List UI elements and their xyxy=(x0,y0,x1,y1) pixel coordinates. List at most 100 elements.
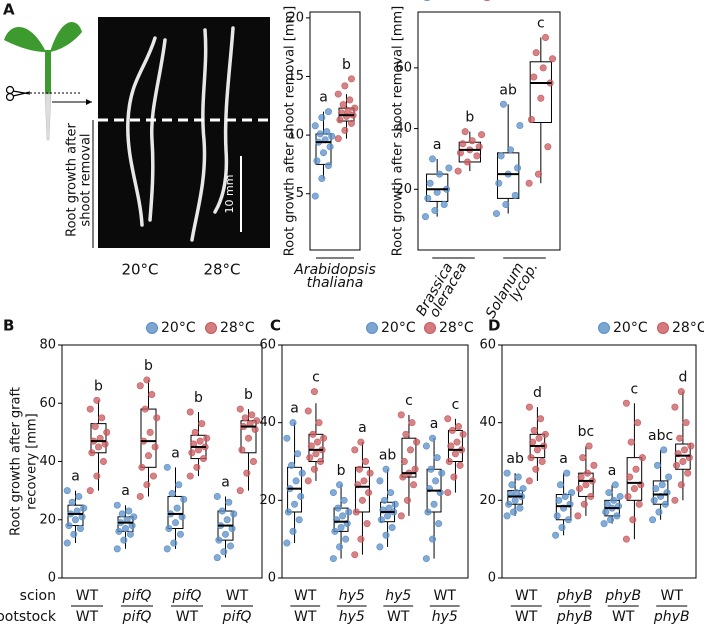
data-point xyxy=(450,473,458,481)
data-point xyxy=(163,545,171,553)
box xyxy=(90,423,107,454)
data-point xyxy=(564,516,572,524)
data-point xyxy=(671,496,679,504)
data-point xyxy=(602,508,610,516)
data-point xyxy=(309,430,317,438)
data-point xyxy=(225,498,233,506)
data-point xyxy=(324,162,332,170)
data-point xyxy=(687,442,695,450)
legend-label: 20°C xyxy=(381,320,416,336)
data-point xyxy=(555,496,563,504)
data-point xyxy=(213,554,221,562)
data-point xyxy=(355,465,363,473)
data-point xyxy=(529,438,537,446)
data-point xyxy=(93,472,101,480)
data-point xyxy=(360,477,368,485)
data-point xyxy=(196,437,204,445)
data-point xyxy=(454,167,462,175)
legend-swatch xyxy=(423,0,431,1)
box xyxy=(497,152,520,199)
scion-label: phyB xyxy=(556,588,593,604)
data-point xyxy=(306,454,314,462)
data-point xyxy=(580,500,588,508)
data-point xyxy=(388,524,396,532)
y-tick-label: 5 xyxy=(296,186,304,201)
data-point xyxy=(341,126,349,134)
data-point xyxy=(328,132,336,140)
data-point xyxy=(316,130,324,138)
data-point xyxy=(317,457,325,465)
data-point xyxy=(63,539,71,547)
data-point xyxy=(113,501,121,509)
data-point xyxy=(473,152,481,160)
legend-label: 20°C xyxy=(436,0,471,3)
data-point xyxy=(126,530,134,538)
data-point xyxy=(284,508,292,516)
y-tick-label: 40 xyxy=(395,121,412,136)
data-point xyxy=(382,465,390,473)
data-point xyxy=(313,157,321,165)
data-point xyxy=(514,164,522,172)
data-point xyxy=(453,438,461,446)
y-tick-label: 10 xyxy=(287,128,304,143)
legend-swatch xyxy=(483,0,491,1)
legend-swatch xyxy=(424,322,436,334)
significance-letter: b xyxy=(465,110,474,126)
rootstock-label: WT xyxy=(76,609,99,624)
legend-swatch xyxy=(657,322,669,334)
data-point xyxy=(146,428,154,436)
y-axis-label: recovery [mm] xyxy=(25,413,40,510)
data-point xyxy=(366,469,374,477)
data-point xyxy=(525,477,533,485)
data-point xyxy=(590,461,598,469)
data-point xyxy=(172,519,180,527)
significance-letter: b xyxy=(194,390,203,406)
y-tick-label: 0 xyxy=(268,571,276,586)
data-point xyxy=(541,430,549,438)
data-point xyxy=(86,487,94,495)
scion-label: phyB xyxy=(604,588,641,604)
data-point xyxy=(176,530,184,538)
y-tick-label: 20 xyxy=(395,182,412,197)
data-point xyxy=(658,481,666,489)
legend-label: 20°C xyxy=(613,320,648,336)
data-point xyxy=(193,463,201,471)
data-point xyxy=(357,535,365,543)
data-point xyxy=(310,465,318,473)
data-point xyxy=(283,539,291,547)
data-point xyxy=(410,481,418,489)
data-point xyxy=(527,454,535,462)
data-point xyxy=(448,426,456,434)
data-point xyxy=(519,485,527,493)
data-point xyxy=(334,135,342,143)
data-point xyxy=(684,469,692,477)
y-tick-label: 0 xyxy=(48,571,56,586)
legend-swatch xyxy=(146,322,158,334)
data-point xyxy=(149,472,157,480)
significance-letter: c xyxy=(312,370,320,386)
data-point xyxy=(93,396,101,404)
data-point xyxy=(568,489,576,497)
data-point xyxy=(403,496,411,504)
data-point xyxy=(91,423,99,431)
data-point xyxy=(537,94,545,102)
data-point xyxy=(151,443,159,451)
y-axis-label: Root growth after graft xyxy=(9,387,24,536)
data-point xyxy=(511,191,519,199)
data-point xyxy=(324,108,332,116)
y-tick-label: 20 xyxy=(287,10,304,25)
data-point xyxy=(351,551,359,559)
data-point xyxy=(478,131,486,139)
data-point xyxy=(495,179,503,187)
significance-letter: a xyxy=(171,445,180,461)
data-point xyxy=(451,450,459,458)
data-point xyxy=(655,508,663,516)
data-point xyxy=(103,428,111,436)
panel-label: D xyxy=(488,317,500,335)
data-point xyxy=(530,426,538,434)
y-tick-label: 20 xyxy=(479,493,496,508)
scale-bar-label: 10 mm xyxy=(223,175,236,214)
significance-letter: b xyxy=(144,358,153,374)
data-point xyxy=(339,101,347,109)
data-point xyxy=(148,391,156,399)
